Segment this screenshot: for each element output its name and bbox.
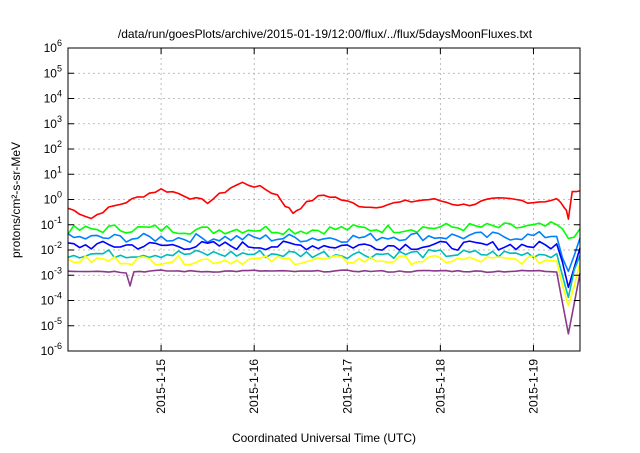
x-tick-label: 2015-1-19 <box>526 359 540 414</box>
series-line-7 <box>67 269 581 335</box>
y-tick-label: 103 <box>44 114 62 131</box>
y-tick-label: 10-6 <box>41 341 62 358</box>
x-tick-label: 2015-1-17 <box>340 359 354 414</box>
series-line-4 <box>67 240 581 289</box>
y-axis-label: protons/cm²-s-sr-MeV <box>9 142 23 258</box>
y-tick-label: 100 <box>44 190 62 207</box>
x-tick-label: 2015-1-18 <box>433 359 447 414</box>
x-axis-label: Coordinated Universal Time (UTC) <box>232 431 416 445</box>
x-tick-label: 2015-1-16 <box>247 359 261 414</box>
series-line-2 <box>67 221 581 240</box>
y-tick-label: 105 <box>44 63 62 80</box>
y-tick-label: 10-3 <box>41 265 62 282</box>
tick-layer: 10-6 10-5 10-4 10-3 10-2 10-1 100 101 102 103 104 1… <box>41 38 580 414</box>
series-line-6 <box>67 254 581 307</box>
y-tick-label: 106 <box>44 38 62 55</box>
y-tick-label: 10-5 <box>41 316 62 333</box>
y-tick-label: 101 <box>44 164 62 181</box>
grid-layer <box>68 48 580 351</box>
y-tick-label: 10-4 <box>41 291 62 308</box>
y-tick-label: 104 <box>44 89 62 106</box>
series-layer <box>67 181 581 335</box>
series-line-1 <box>67 181 581 220</box>
chart-title: /data/run/goesPlots/archive/2015-01-19/1… <box>118 27 533 41</box>
y-tick-label: 10-1 <box>41 215 62 232</box>
y-tick-label: 102 <box>44 139 62 156</box>
x-tick-label: 2015-1-15 <box>154 359 168 414</box>
y-tick-label: 10-2 <box>41 240 62 257</box>
series-line-5 <box>67 248 581 299</box>
series-line-3 <box>67 230 581 273</box>
